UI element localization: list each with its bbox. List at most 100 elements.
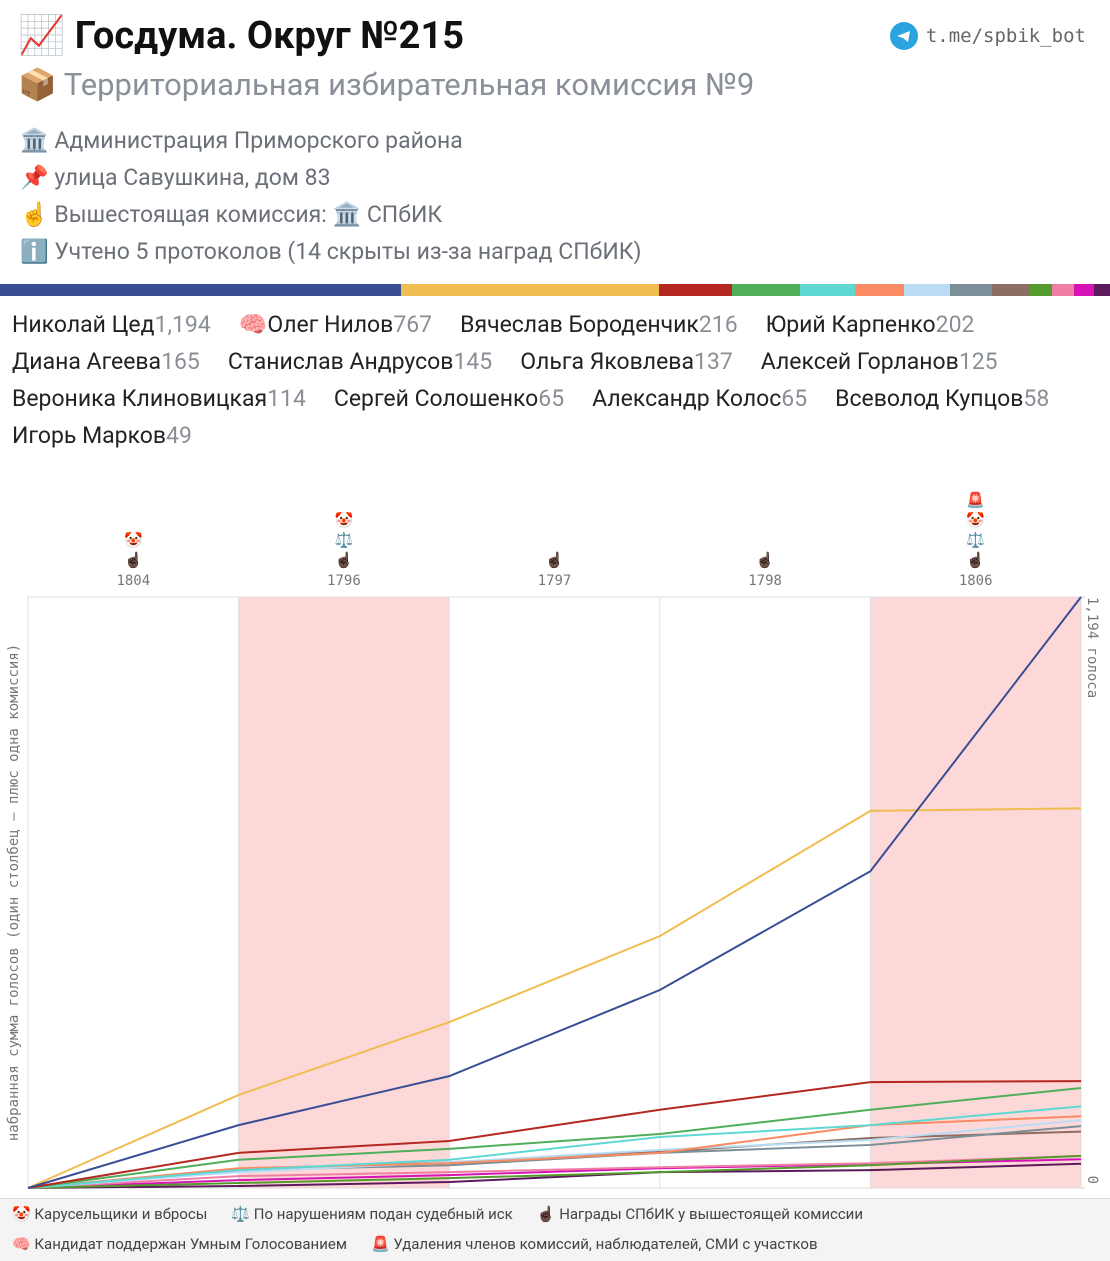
column-marker: ☝🏿 [335,550,354,569]
footer-text: Кандидат поддержан Умным Голосованием [34,1235,347,1253]
y-tick-label: 0 [1084,1176,1100,1184]
legend-badge: 🧠 [238,311,268,338]
legend-value: 767 [393,311,433,338]
link-text[interactable]: t.me/spbik_bot [925,25,1086,47]
vote-bar [0,284,1110,296]
vote-bar-segment [731,284,800,296]
column-label: 1806 [959,573,993,589]
footer-icon: 🤡 [12,1205,31,1223]
vote-bar-segment [799,284,856,296]
series-line [238,1105,1082,1172]
vote-bar-segment [855,284,904,296]
line-start [27,1158,239,1189]
legend-item: Юрий Карпенко202 [766,306,975,343]
legend-name: Олег Нилов [267,311,394,338]
legend-item: Диана Агеева165 [12,343,200,380]
column-marker: ⚖️ [966,531,985,549]
column-label: 1796 [327,573,361,589]
line-start [27,1151,239,1189]
title: 📈 Госдума. Округ №215 [18,14,464,58]
line-start [27,1182,239,1189]
column-marker: 🤡 [124,531,143,549]
line-start [27,1094,240,1189]
info-line: 🏛️ Администрация Приморского района [20,122,642,159]
chart: 1804🤡☝🏿1796🤡⚖️☝🏿1797☝🏿1798☝🏿1806🚨🤡⚖️☝🏿01… [6,491,1100,1189]
legend-value: 216 [698,311,738,338]
info-icon: ℹ️ [20,238,49,265]
legend-name: Ольга Яковлева [520,348,694,375]
column-label: 1797 [538,573,572,589]
legend-value: 145 [453,348,493,375]
legend-item: 🧠Олег Нилов767 [239,306,432,343]
footer-row: 🤡 Карусельщики и вбросы ⚖️ По нарушениям … [0,1199,1110,1229]
legend-value: 58 [1023,385,1050,412]
legend-name: Вячеслав Бороденчик [460,311,699,338]
legend-item: Алексей Горланов125 [761,343,998,380]
footer-text: Карусельщики и вбросы [34,1205,208,1223]
column-marker: ☝🏿 [756,550,775,569]
info-icon: 🏛️ [20,127,49,154]
column-marker: 🤡 [966,511,985,529]
vote-bar-segment [401,284,660,296]
series-line [238,1087,1082,1161]
series-line [238,807,1082,1096]
info-line: ☝️ Вышестоящая комиссия: 🏛️ СПбИК [20,196,642,233]
legend-value: 1,194 [154,311,211,338]
subtitle-text: Территориальная избирательная комиссия №… [63,66,755,103]
footer-item: 🤡 Карусельщики и вбросы [12,1205,207,1223]
info-line: ℹ️ Учтено 5 протоколов (14 скрыты из-за … [20,233,642,270]
column-label: 1798 [748,573,782,589]
legend-item: Вячеслав Бороденчик216 [460,306,738,343]
legend-item: Александр Колос65 [592,380,807,417]
legend-value: 165 [161,348,200,375]
legend-name: Всеволод Купцов [835,385,1024,412]
legend-value: 65 [538,385,565,412]
legend-name: Станислав Андрусов [227,348,454,375]
subtitle: 📦 Территориальная избирательная комиссия… [18,66,754,103]
legend-value: 49 [166,422,192,449]
column-marker: ☝🏿 [124,550,143,569]
legend-value: 125 [958,348,998,375]
series-line [238,1154,1082,1178]
vote-bar-segment [992,284,1031,296]
legend-name: Алексей Горланов [760,348,959,375]
legend-name: Игорь Марков [12,422,167,449]
info-text: улица Савушкина, дом 83 [54,164,331,191]
legend-name: Вероника Клиновицкая [12,385,268,412]
footer-icon: ☝🏿 [536,1205,556,1223]
footer-text: Награды СПбИК у вышестоящей комиссии [559,1205,863,1223]
column-marker: 🤡 [335,511,354,529]
info: 🏛️ Администрация Приморского района 📌 ули… [20,122,642,270]
title-icon: 📈 [18,14,66,58]
plot-border [27,596,1082,1189]
legend-value: 65 [781,385,808,412]
vote-bar-segment [903,284,950,296]
footer-text: По нарушениям подан судебный иск [253,1205,513,1223]
footer-item: ☝🏿 Награды СПбИК у вышестоящей комиссии [537,1205,863,1223]
column-marker: ⚖️ [335,531,354,549]
info-text: Учтено 5 протоколов (14 скрыты из-за наг… [54,238,642,265]
info-icon: ☝️ [20,201,49,228]
legend-name: Диана Агеева [12,348,162,375]
legend-item: Вероника Клиновицкая114 [12,380,306,417]
column-marker: 🚨 [966,491,985,509]
column-label: 1804 [116,573,150,589]
line-start [27,1124,239,1189]
y-tick-label: 1,194 голоса [1084,597,1100,698]
footer-item: ⚖️ По нарушениям подан судебный иск [231,1205,512,1223]
vote-bar-segment [1052,284,1075,296]
subtitle-icon: 📦 [18,66,57,103]
legend-name: Александр Колос [592,385,782,412]
legend-value: 137 [693,348,733,375]
series-line [238,596,1082,1127]
footer-icon: 🚨 [370,1235,390,1253]
highlight-column [238,597,450,1188]
telegram-icon [889,22,918,50]
vote-bar-segment [949,284,992,296]
vote-bar-segment [0,284,402,296]
footer-item: 🚨 Удаления членов комиссий, наблюдателей… [371,1235,818,1253]
legend-name: Сергей Солошенко [333,385,539,412]
vote-bar-segment [659,284,732,296]
bot-link[interactable]: t.me/spbik_bot [889,22,1086,50]
